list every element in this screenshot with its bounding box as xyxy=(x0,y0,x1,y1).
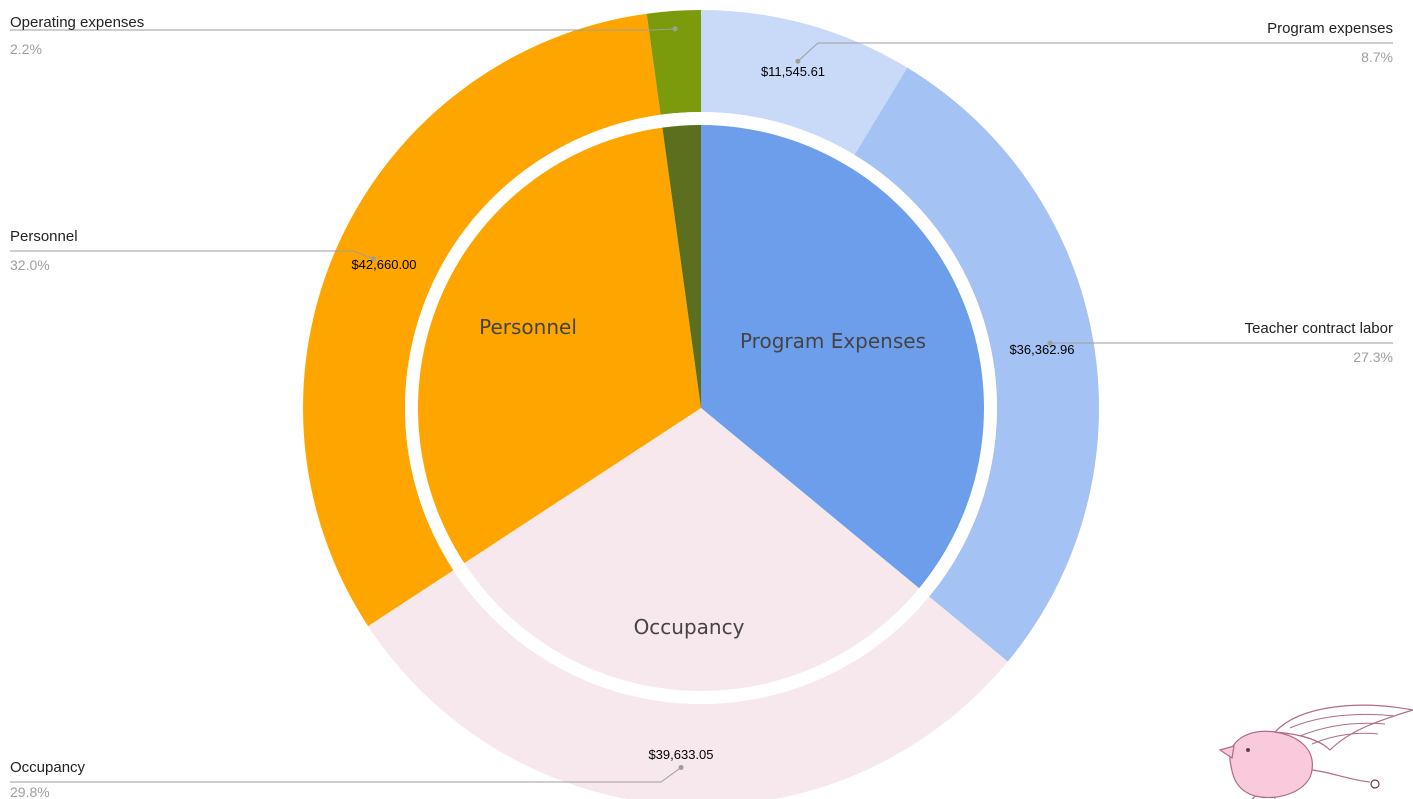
callouts: Program expenses 8.7% $11,545.61 Teacher co… xyxy=(10,14,1393,799)
leader-dot-personnel xyxy=(370,256,376,262)
value-label-teacher-contract-labor: $36,362.96 xyxy=(1009,342,1074,357)
callout-percent-teacher-contract-labor: 27.3% xyxy=(1353,349,1393,365)
callout-percent-operating-expenses: 2.2% xyxy=(10,41,42,57)
leader-line-occupancy xyxy=(10,767,682,783)
outer-slice-operating-expenses xyxy=(646,10,701,115)
callout-percent-personnel: 32.0% xyxy=(10,257,50,273)
inner-label-personnel: Personnel xyxy=(479,315,577,339)
callout-name-personnel: Personnel xyxy=(10,228,78,245)
outer-slice-occupancy xyxy=(368,570,1008,799)
inner-slice-personnel xyxy=(418,127,701,564)
inner-labels: Program Expenses Occupancy Personnel xyxy=(479,315,926,639)
callout-percent-occupancy: 29.8% xyxy=(10,784,50,799)
value-label-personnel: $42,660.00 xyxy=(351,257,416,272)
leader-dot-teacher-contract-labor xyxy=(1047,340,1053,346)
callout-name-program-expenses: Program expenses xyxy=(1267,20,1393,37)
inner-label-occupancy: Occupancy xyxy=(634,615,745,639)
outer-slice-program-expenses xyxy=(701,10,908,155)
leader-dot-occupancy xyxy=(678,764,684,770)
inner-slice-occupancy xyxy=(464,408,920,691)
callout-name-operating-expenses: Operating expenses xyxy=(10,14,144,31)
callout-name-teacher-contract-labor: Teacher contract labor xyxy=(1245,320,1393,337)
leader-line-program-expenses xyxy=(797,42,1393,62)
leader-dot-program-expenses xyxy=(795,58,801,64)
inner-label-program-expenses: Program Expenses xyxy=(740,329,926,353)
inner-slice-operating xyxy=(662,125,701,408)
leader-line-operating-expenses xyxy=(10,28,676,31)
leader-line-personnel xyxy=(10,250,374,260)
value-label-occupancy: $39,633.05 xyxy=(648,747,713,762)
outer-slice-teacher-contract-labor xyxy=(854,67,1100,662)
outer-slice-personnel xyxy=(302,13,661,627)
value-label-program-expenses: $11,545.61 xyxy=(761,64,825,79)
leader-dot-operating-expenses xyxy=(672,26,678,32)
flying-pig-icon xyxy=(1218,704,1413,799)
callout-percent-program-expenses: 8.7% xyxy=(1361,49,1393,65)
inner-slice-program-expenses xyxy=(701,125,984,589)
inner-pie xyxy=(418,125,984,691)
callout-name-occupancy: Occupancy xyxy=(10,759,86,776)
